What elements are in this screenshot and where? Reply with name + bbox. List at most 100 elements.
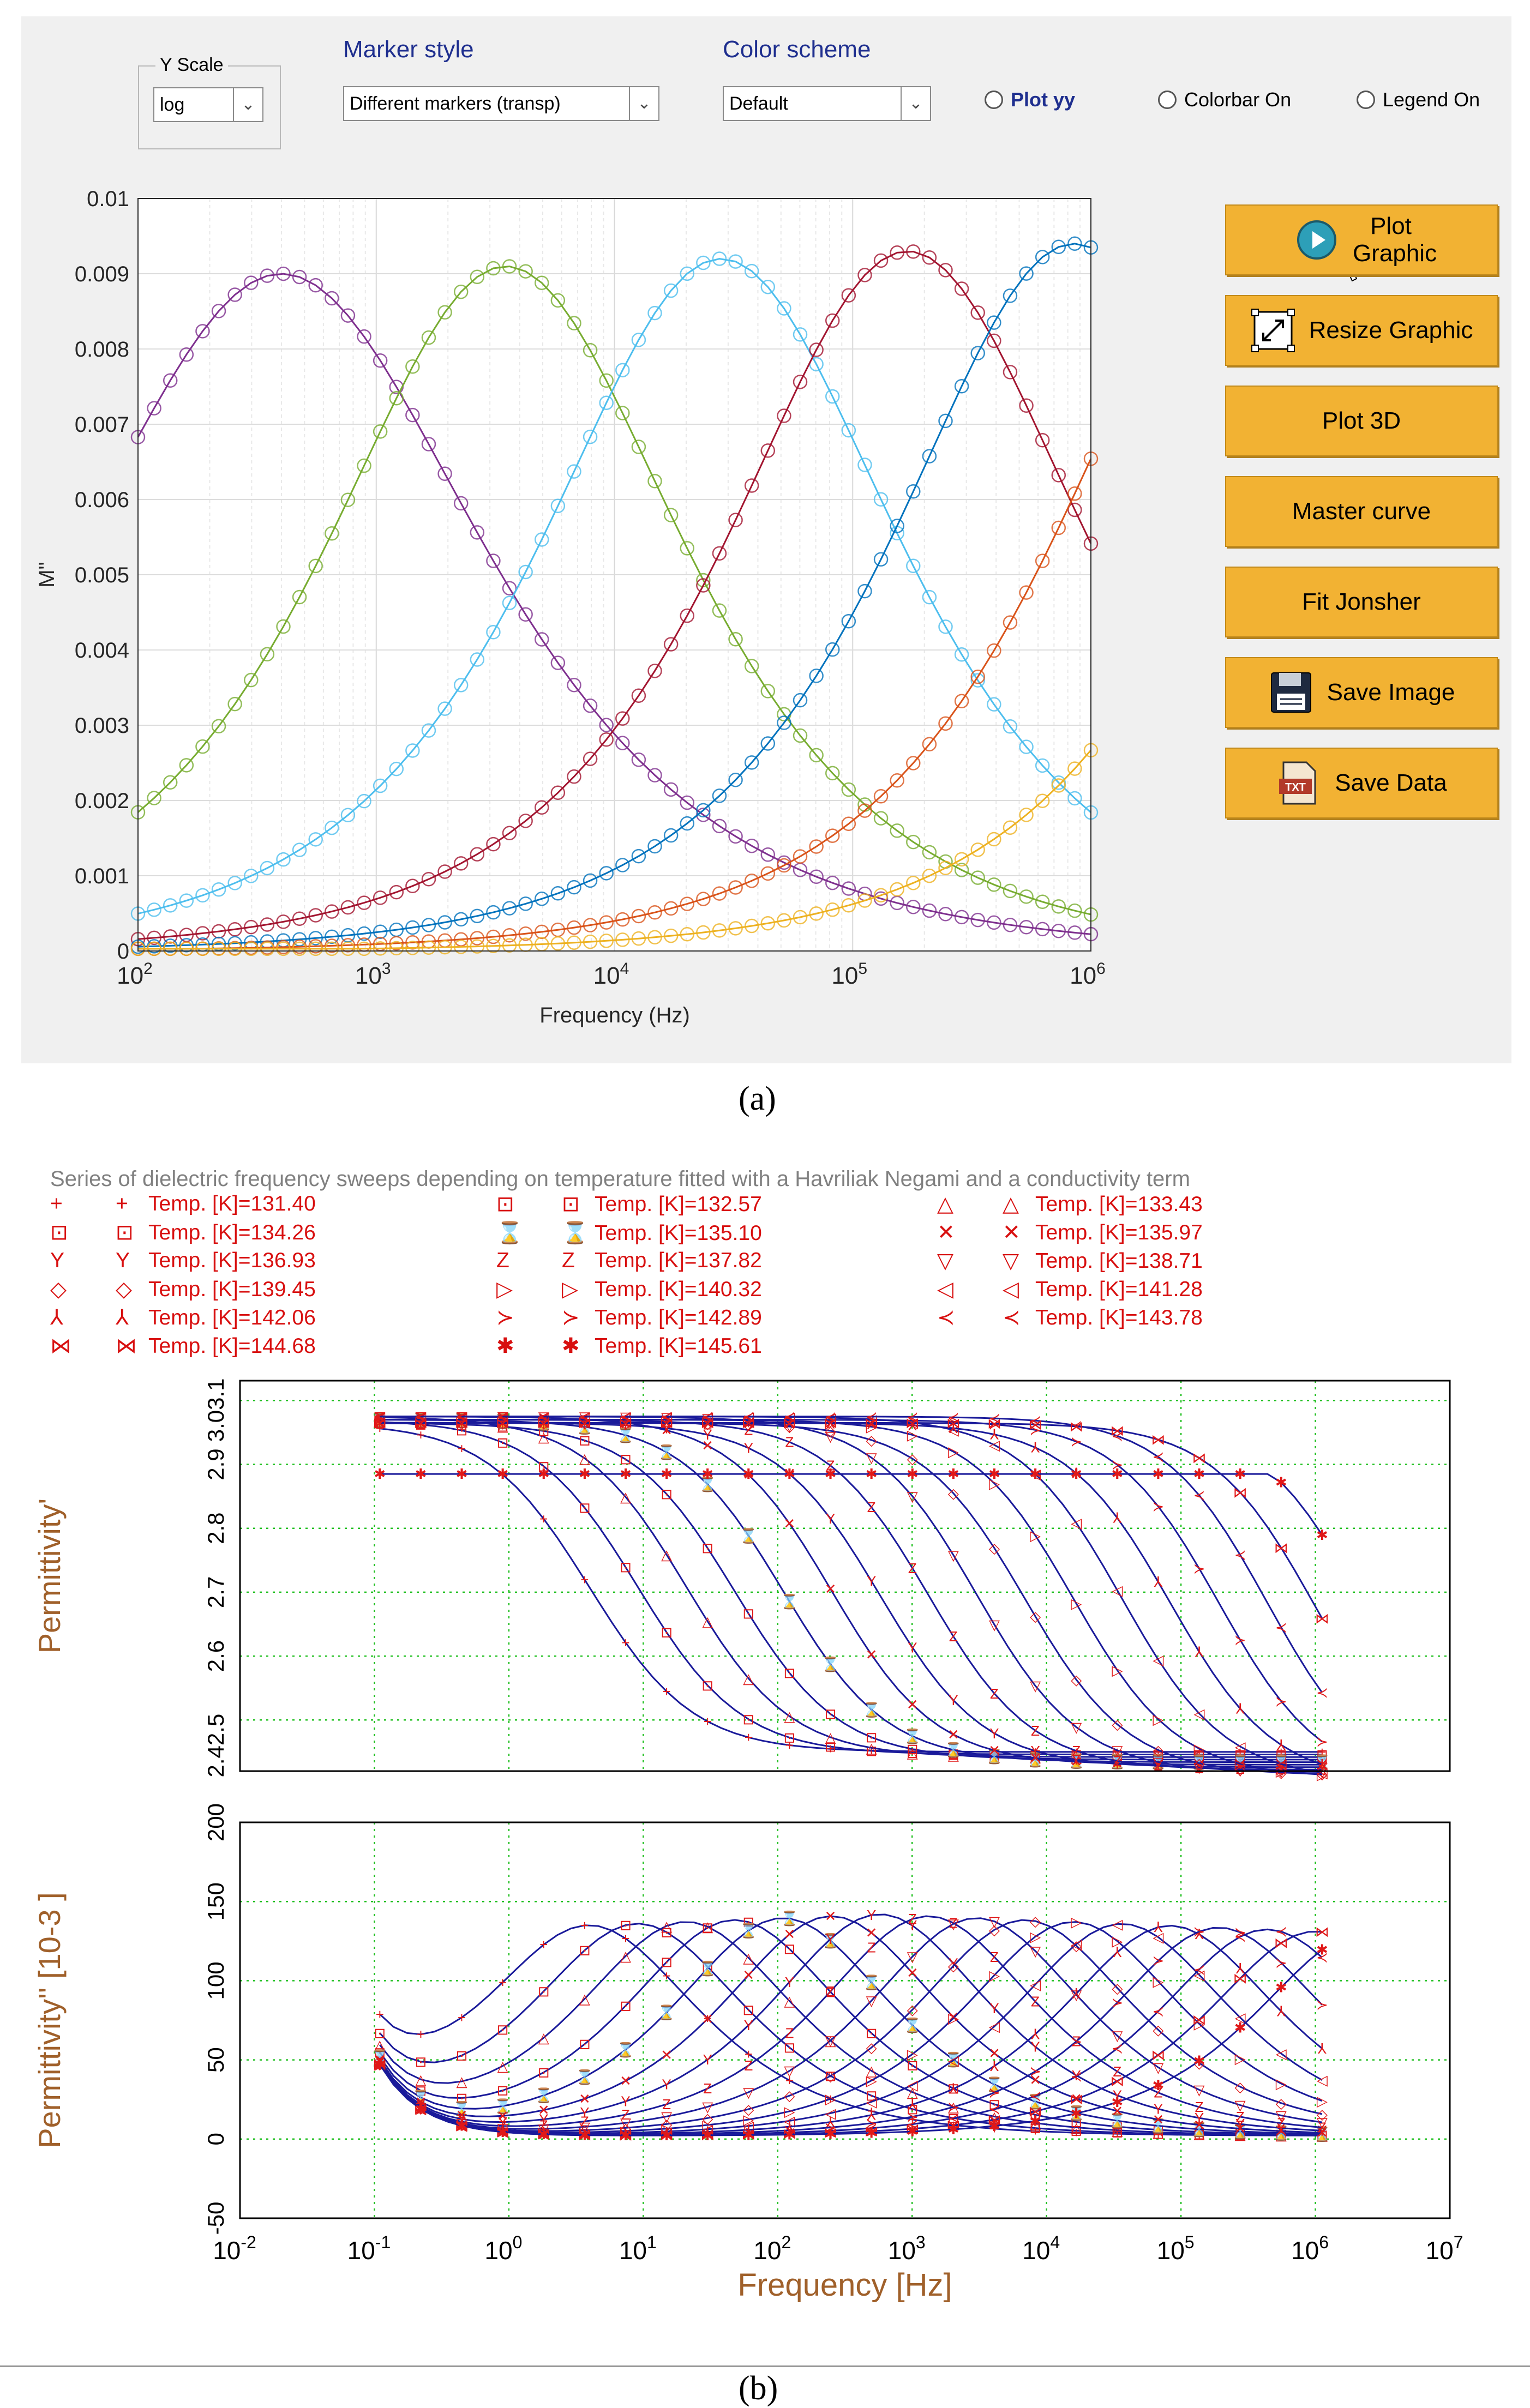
data-point: [325, 929, 339, 944]
data-marker: Y: [867, 1907, 876, 1923]
y-tick-label: 200: [203, 1803, 229, 1841]
data-point: [777, 913, 791, 928]
data-point: [567, 316, 581, 330]
data-marker: ⅄: [1317, 1756, 1327, 1773]
master-curve-button[interactable]: Master curve: [1225, 476, 1498, 547]
data-marker: ⊡: [784, 2039, 796, 2056]
color-scheme-value: Default: [729, 93, 788, 114]
data-marker: ⅄: [1153, 1574, 1162, 1590]
legend-on-radio[interactable]: Legend On: [1357, 88, 1480, 111]
data-point: [744, 874, 759, 888]
data-marker: ✱: [784, 1466, 796, 1482]
legend-entry: ▽ ▽ Temp. [K]=138.71: [937, 1249, 1203, 1273]
data-marker: ⊡: [579, 1500, 591, 1516]
legend-marker-icon: ✕: [1003, 1221, 1021, 1244]
marker-style-select[interactable]: Different markers (transp) ⌄: [343, 86, 659, 121]
data-point: [1003, 719, 1018, 734]
data-point: [1067, 791, 1082, 806]
legend-label: Temp. [K]=135.97: [1035, 1221, 1203, 1244]
radio-circle-icon: [1357, 91, 1375, 109]
data-marker: ≺: [374, 1408, 386, 1425]
data-marker: ✱: [1275, 1474, 1287, 1491]
data-marker: ⊡: [579, 2036, 591, 2052]
data-marker: ▽: [661, 1409, 672, 1425]
data-point: [1051, 778, 1066, 793]
legend-marker-icon: Z: [496, 1249, 509, 1272]
data-point: [615, 711, 630, 726]
data-marker: ≺: [1193, 1961, 1205, 1978]
data-marker: Z: [621, 2106, 630, 2123]
plot-yy-radio[interactable]: Plot yy: [985, 88, 1075, 111]
data-point: [260, 941, 275, 956]
data-point: [938, 619, 953, 634]
plot-3d-button[interactable]: Plot 3D: [1225, 386, 1498, 456]
legend-label: Temp. [K]=134.26: [148, 1221, 316, 1244]
data-point: [163, 373, 178, 388]
legend-entry: Y Y Temp. [K]=136.93: [50, 1249, 316, 1273]
data-marker: ✱: [784, 2127, 796, 2143]
data-point: [163, 898, 178, 913]
save-image-button[interactable]: Save Image: [1225, 657, 1498, 728]
data-point: [486, 553, 501, 568]
legend-label: Temp. [K]=145.61: [595, 1334, 762, 1358]
colorbar-on-radio[interactable]: Colorbar On: [1158, 88, 1291, 111]
data-point: [873, 552, 889, 567]
plot-graphic-button[interactable]: Plot Graphic: [1225, 204, 1498, 275]
data-point: [809, 748, 824, 763]
data-marker: ≺: [988, 1410, 1000, 1426]
data-marker: ✕: [1029, 1750, 1041, 1766]
data-marker: ✕: [538, 1410, 550, 1426]
data-marker: △: [784, 1708, 795, 1725]
data-marker: ◇: [866, 1432, 877, 1448]
data-point: [147, 401, 161, 416]
data-point: [373, 924, 388, 940]
data-marker: ◁: [1030, 1976, 1041, 1992]
data-point: [535, 924, 549, 940]
data-marker: ✱: [579, 1466, 591, 1482]
data-marker: ◁: [948, 1422, 959, 1438]
data-point: [680, 795, 694, 810]
data-marker: +: [785, 1737, 794, 1753]
data-marker: ▽: [825, 1428, 836, 1444]
data-point: [227, 922, 242, 937]
fit-jonsher-button[interactable]: Fit Jonsher: [1225, 567, 1498, 637]
legend-label: Temp. [K]=143.78: [1035, 1306, 1203, 1329]
data-marker: ✕: [1111, 2103, 1123, 2119]
data-point: [922, 737, 937, 751]
data-point: [809, 869, 824, 884]
legend-marker-icon: ⌛: [496, 1221, 523, 1245]
color-scheme-select[interactable]: Default ⌄: [723, 86, 931, 121]
data-point: [857, 583, 872, 599]
save-data-button[interactable]: TXT Save Data: [1225, 748, 1498, 818]
data-marker: ≻: [1070, 2033, 1082, 2050]
data-point: [647, 930, 662, 945]
data-point: [615, 932, 630, 947]
data-point: [825, 828, 840, 843]
data-point: [260, 917, 275, 932]
data-marker: ▷: [866, 2072, 877, 2088]
data-point: [179, 928, 194, 942]
resize-graphic-button[interactable]: Resize Graphic: [1225, 295, 1498, 366]
data-marker: ≺: [1070, 2068, 1082, 2085]
data-point: [421, 918, 436, 932]
data-marker: ✱: [947, 1466, 959, 1482]
data-marker: ≺: [784, 2124, 796, 2141]
data-marker: ▽: [866, 1992, 877, 2009]
data-point: [421, 940, 436, 955]
data-marker: Z: [744, 2057, 753, 2074]
data-point: [550, 498, 566, 513]
data-point: [1067, 903, 1082, 918]
data-marker: △: [1235, 1749, 1246, 1765]
data-marker: ≺: [1234, 1547, 1246, 1563]
data-marker: ⋈: [1315, 1924, 1329, 1940]
data-point: [389, 391, 404, 406]
y-scale-select[interactable]: log ⌄: [153, 87, 263, 122]
data-point: [680, 266, 694, 281]
data-marker: ⅄: [662, 2125, 671, 2141]
data-marker: ⌛: [576, 1419, 593, 1435]
data-point: [147, 902, 161, 917]
legend-entry: ✱ ✱ Temp. [K]=145.61: [496, 1334, 762, 1358]
data-marker: △: [497, 2058, 508, 2074]
data-marker: ◇: [1235, 1761, 1246, 1778]
data-marker: ≻: [579, 1411, 591, 1428]
